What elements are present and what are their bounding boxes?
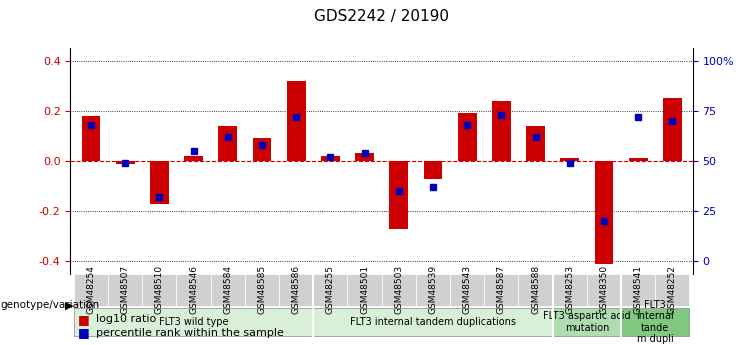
Bar [313,274,348,306]
Text: GSM48587: GSM48587 [496,265,506,314]
Text: GSM48503: GSM48503 [394,265,403,314]
Bar [321,156,339,161]
Text: GSM48539: GSM48539 [428,265,437,314]
Text: GSM48543: GSM48543 [462,265,471,314]
Bar [553,274,587,306]
Bar [382,274,416,306]
Bar [355,154,374,161]
Bar [116,161,135,164]
Text: GSM48501: GSM48501 [360,265,369,314]
Bar [74,274,108,306]
Bar [560,158,579,161]
Text: ■: ■ [78,326,90,339]
Text: GSM48255: GSM48255 [326,265,335,314]
Bar [245,274,279,306]
Bar [389,161,408,229]
Bar [424,161,442,178]
Bar [253,138,271,161]
Bar [210,274,245,306]
Bar [108,274,142,306]
Bar [142,274,176,306]
Bar [82,116,100,161]
Text: FLT3 internal tandem duplications: FLT3 internal tandem duplications [350,317,516,327]
Text: GSM48588: GSM48588 [531,265,540,314]
Text: GSM48510: GSM48510 [155,265,164,314]
Bar [416,274,450,306]
Bar [594,161,614,264]
Bar [279,274,313,306]
Text: ■: ■ [78,313,90,326]
Text: GSM48585: GSM48585 [257,265,267,314]
Bar [313,307,553,336]
Text: GDS2242 / 20190: GDS2242 / 20190 [314,9,449,24]
Bar [621,274,655,306]
Text: GSM48546: GSM48546 [189,265,198,314]
Bar [184,156,203,161]
Bar [74,307,313,336]
Text: GSM48541: GSM48541 [634,265,642,314]
Bar [663,98,682,161]
Text: FLT3 aspartic acid
mutation: FLT3 aspartic acid mutation [543,311,631,333]
Text: FLT3 wild type: FLT3 wild type [159,317,228,327]
Bar [519,274,553,306]
Text: GSM48252: GSM48252 [668,265,677,314]
Text: GSM48350: GSM48350 [599,265,608,314]
Bar [526,126,545,161]
Text: genotype/variation: genotype/variation [1,300,100,310]
Text: GSM48253: GSM48253 [565,265,574,314]
Bar [348,274,382,306]
Bar [450,274,484,306]
Bar [553,307,621,336]
Bar [484,274,519,306]
Text: percentile rank within the sample: percentile rank within the sample [96,328,285,338]
Text: GSM48584: GSM48584 [223,265,232,314]
Bar [287,81,305,161]
Bar [492,101,511,161]
Text: GSM48254: GSM48254 [87,265,96,314]
Text: FLT3
internal
tande
m dupli: FLT3 internal tande m dupli [637,299,674,344]
Bar [587,274,621,306]
Bar [219,126,237,161]
Text: ▶: ▶ [65,300,73,310]
Text: GSM48507: GSM48507 [121,265,130,314]
Text: log10 ratio: log10 ratio [96,314,156,324]
Bar [176,274,210,306]
Text: GSM48586: GSM48586 [292,265,301,314]
Bar [621,307,689,336]
Bar [628,158,648,161]
Bar [655,274,689,306]
Bar [458,114,476,161]
Bar [150,161,169,204]
